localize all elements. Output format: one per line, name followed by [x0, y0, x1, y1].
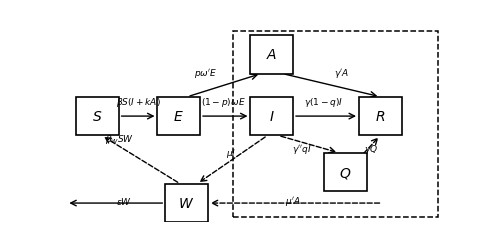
Text: $\mathit{S}$: $\mathit{S}$ [92, 110, 102, 124]
Text: $\beta_W SW$: $\beta_W SW$ [105, 132, 134, 145]
Text: $\mathit{I}$: $\mathit{I}$ [269, 110, 274, 124]
Text: $\mu I$: $\mu I$ [226, 147, 236, 160]
Text: $\gamma(1-q)I$: $\gamma(1-q)I$ [304, 96, 344, 109]
Text: $\gamma' A$: $\gamma' A$ [334, 67, 349, 80]
FancyBboxPatch shape [324, 153, 366, 192]
Text: $\mathit{A}$: $\mathit{A}$ [266, 48, 278, 62]
Text: $\gamma'' qI$: $\gamma'' qI$ [292, 143, 312, 156]
Text: $\mu' A$: $\mu' A$ [285, 194, 301, 207]
FancyBboxPatch shape [158, 97, 200, 136]
FancyBboxPatch shape [359, 97, 402, 136]
FancyBboxPatch shape [250, 97, 293, 136]
Text: $\mathit{R}$: $\mathit{R}$ [375, 110, 386, 124]
FancyBboxPatch shape [250, 36, 293, 74]
Text: $\gamma Q$: $\gamma Q$ [364, 143, 378, 156]
Text: $\beta S(I+kA)$: $\beta S(I+kA)$ [116, 96, 160, 109]
Text: $(1-p)\omega E$: $(1-p)\omega E$ [201, 96, 246, 109]
Text: $\mathit{E}$: $\mathit{E}$ [174, 110, 184, 124]
Text: $\mathit{Q}$: $\mathit{Q}$ [339, 165, 351, 180]
FancyBboxPatch shape [165, 184, 208, 222]
Text: $\mathit{W}$: $\mathit{W}$ [178, 196, 194, 210]
FancyBboxPatch shape [76, 97, 118, 136]
Text: $p\omega' E$: $p\omega' E$ [194, 67, 218, 80]
Text: $\varepsilon W$: $\varepsilon W$ [116, 195, 132, 206]
